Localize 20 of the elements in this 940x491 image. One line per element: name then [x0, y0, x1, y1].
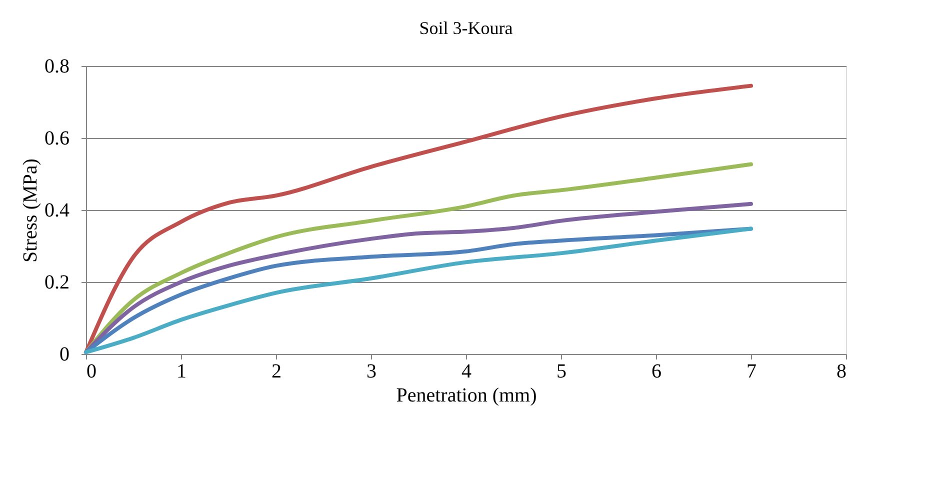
x-tick-label: 2: [272, 360, 282, 382]
y-tick-label: 0.6: [44, 128, 70, 150]
y-axis-title: Stress (MPa): [20, 158, 42, 262]
x-tick-label: 4: [462, 360, 472, 382]
line-series: [84, 202, 753, 354]
line-series: [84, 226, 753, 354]
x-tick-label: 3: [366, 360, 376, 382]
y-tick-label: 0: [60, 344, 70, 366]
chart-title: Soil 3-Koura: [419, 18, 513, 38]
x-tick-label: 1: [176, 360, 186, 382]
x-tick-label: 5: [556, 360, 566, 382]
x-axis-title: Penetration (mm): [396, 384, 537, 406]
x-tick-label: 7: [746, 360, 756, 382]
y-tick-label: 0.4: [44, 200, 70, 222]
x-tick-label: 0: [86, 360, 96, 382]
y-tick-label: 0.8: [44, 56, 70, 78]
x-tick-label: 6: [652, 360, 662, 382]
line-series: [84, 84, 753, 354]
x-tick-label: 8: [836, 360, 846, 382]
y-tick-label: 0.2: [44, 272, 70, 294]
